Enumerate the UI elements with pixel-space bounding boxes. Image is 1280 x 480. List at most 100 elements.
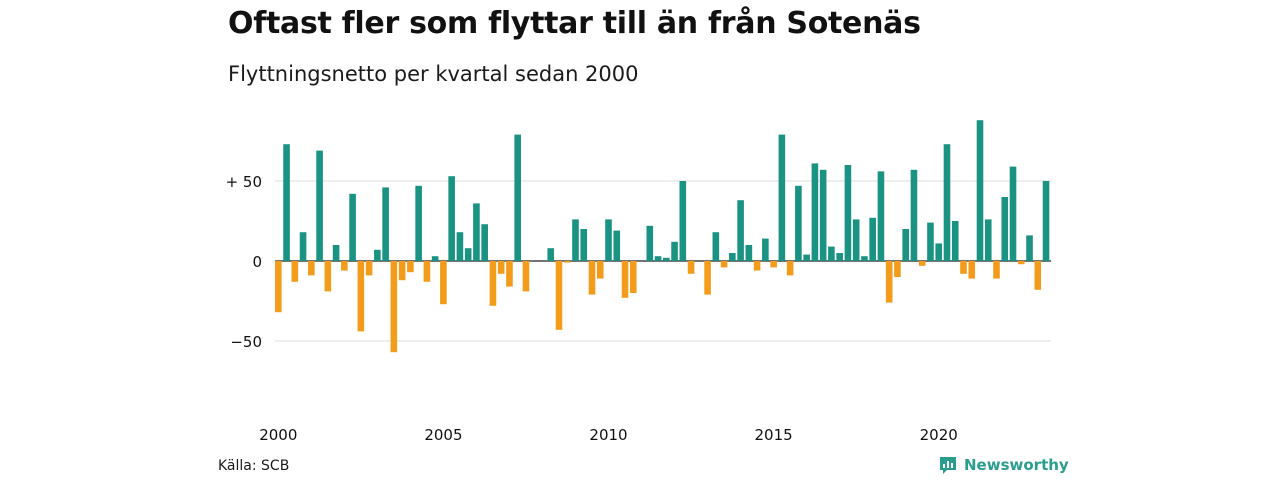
bar [869,217,876,261]
bar [506,261,513,287]
bar [629,261,637,293]
bar [275,261,282,313]
bar [283,144,290,261]
bar [291,261,299,282]
bar [828,246,835,261]
bar [621,261,629,298]
bar [646,225,654,261]
bar [1026,235,1033,261]
source-label: Källa: SCB [218,458,290,474]
bar [1009,166,1017,261]
bar [514,134,521,261]
chart-subtitle: Flyttningsnetto per kvartal sedan 2000 [228,62,639,86]
bar [811,163,819,261]
bar [687,261,695,274]
bar [423,261,431,282]
bar [596,261,604,279]
bars [275,120,1050,353]
y-tick-label: −50 [230,333,262,351]
bar [960,261,967,274]
brand-logo[interactable]: Newsworthy [938,455,1069,475]
bar [456,232,464,261]
bar [374,249,381,261]
bar [365,261,373,276]
bar [555,261,563,330]
x-tick-label: 2010 [589,426,627,444]
axis-labels: + 50 0 −50 2000 2005 2010 2015 2020 [226,173,958,444]
newsworthy-logo-icon [940,457,956,474]
bar [415,185,422,261]
bar [745,245,753,261]
bar [935,243,943,261]
bar [580,229,588,261]
bar [1017,261,1025,265]
bar [407,261,414,273]
bar [704,261,711,295]
bar [563,261,571,263]
x-tick-label: 2015 [755,426,793,444]
bar [679,181,687,261]
bar [357,261,365,332]
bar [613,230,621,261]
brand-name: Newsworthy [964,456,1069,474]
bar [951,221,959,261]
bar [440,261,447,305]
bar [522,261,530,292]
bar [341,261,348,271]
bar [448,176,455,261]
bar [836,253,843,261]
bar [844,165,852,261]
bar [753,261,761,271]
bar [795,185,802,261]
bar [489,261,497,306]
bar [663,257,670,261]
bar [464,248,472,261]
bar [984,219,992,261]
y-tick-label: 0 [252,253,262,271]
bar [390,261,398,353]
bar [324,261,332,292]
bar [316,150,323,261]
bar [943,144,951,261]
bar [654,256,662,261]
bar [588,261,596,295]
bar [547,248,555,261]
bar [737,200,744,261]
bar [993,261,1000,279]
bar [819,169,827,261]
y-tick-label: + 50 [226,173,262,191]
x-tick-label: 2000 [259,426,297,444]
bar [976,120,984,261]
bar [778,134,786,261]
bar [852,219,860,261]
bar [762,238,769,261]
bar [481,224,488,261]
bar [308,261,315,276]
bar [1034,261,1042,290]
bar [894,261,901,277]
bar [720,261,728,268]
x-tick-label: 2020 [920,426,958,444]
bar [712,232,720,261]
bar [1042,181,1050,261]
bar [572,219,579,261]
bar [398,261,406,281]
bar [902,229,909,261]
bar [803,254,810,261]
bar [885,261,893,303]
bar [671,241,678,261]
bar [473,203,480,261]
x-tick-label: 2005 [424,426,462,444]
bar [927,222,934,261]
bar [729,253,736,261]
bar [349,193,356,261]
bar [918,261,926,266]
bar [861,256,868,261]
bar [382,187,389,261]
bar [431,256,439,261]
bar [910,169,918,261]
bar [497,261,505,274]
chart-title: Oftast fler som flyttar till än från Sot… [228,6,921,41]
bar [968,261,976,279]
